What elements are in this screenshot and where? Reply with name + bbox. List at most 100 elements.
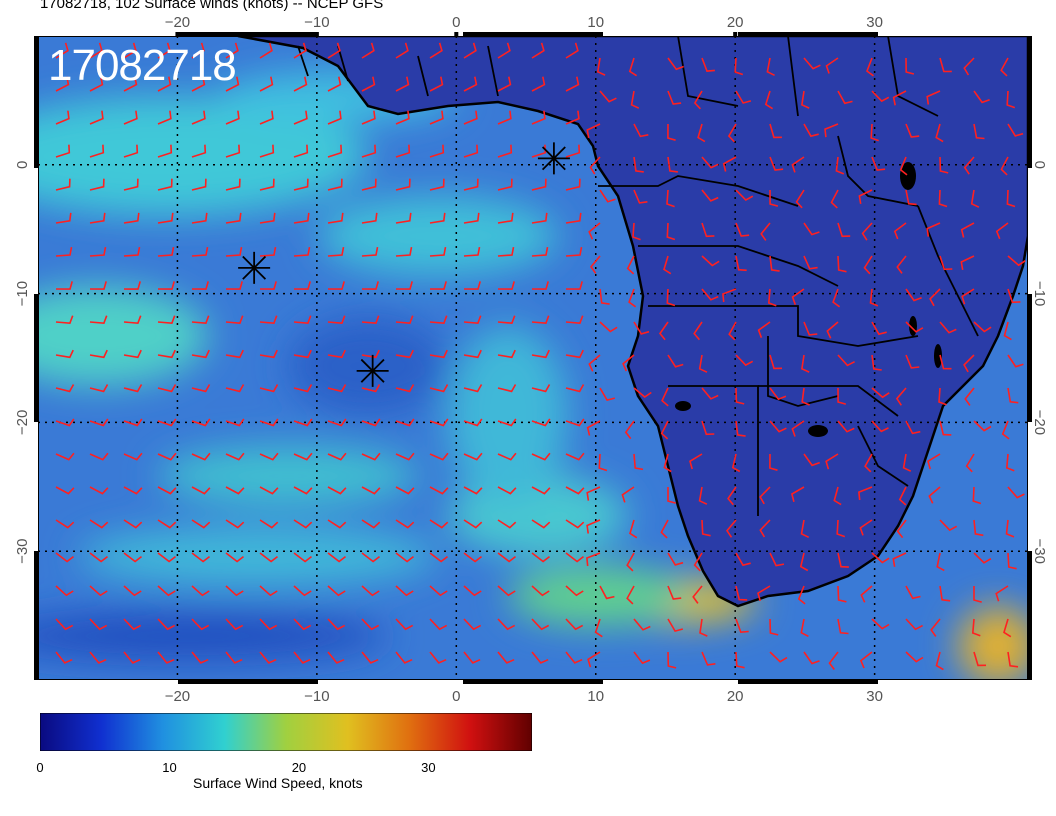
wind-barb	[565, 418, 585, 427]
wind-barb	[123, 418, 143, 427]
lon-tick-label-bottom: 20	[727, 688, 744, 705]
wind-barb	[621, 486, 635, 503]
wind-barb	[929, 288, 941, 307]
wind-barb	[660, 420, 669, 440]
wind-barb	[565, 552, 584, 563]
wind-barb	[896, 519, 907, 539]
wind-barb	[701, 387, 719, 400]
wind-barb	[157, 486, 177, 495]
wind-barb	[728, 321, 737, 341]
wind-barb	[630, 90, 640, 109]
wind-barb	[89, 349, 108, 359]
lon-tick-label-bottom: 30	[866, 688, 883, 705]
wind-barb	[727, 123, 737, 143]
wind-barb	[586, 519, 601, 534]
wind-barb	[973, 420, 992, 432]
wind-barb	[1003, 321, 1012, 341]
wind-barb	[803, 222, 820, 236]
wind-speed-field	[38, 71, 1028, 680]
wind-barb	[55, 618, 74, 631]
wind-barb	[769, 156, 784, 171]
wind-barb	[565, 42, 579, 59]
wind-barb	[429, 144, 445, 158]
wind-barb	[157, 212, 174, 224]
wind-barb	[293, 418, 313, 427]
wind-barb	[89, 585, 108, 597]
wind-barb	[599, 585, 615, 600]
wind-barb	[463, 144, 479, 158]
wind-barb	[658, 321, 669, 341]
wind-barb	[693, 90, 703, 110]
wind-barb	[697, 123, 706, 143]
lon-tick-label-top: −10	[304, 14, 329, 31]
lon-tick-label-top: 10	[587, 14, 604, 31]
wind-barb	[896, 255, 907, 274]
wind-barb	[293, 178, 309, 191]
wind-barb	[902, 453, 912, 472]
wind-barb	[361, 384, 381, 393]
wind-barb	[589, 156, 601, 175]
wind-barb	[259, 315, 278, 325]
wind-barb	[395, 384, 415, 393]
wind-barb	[699, 618, 708, 637]
wind-barb	[797, 585, 806, 605]
wind-barb	[769, 189, 779, 207]
wind-barb	[757, 585, 771, 602]
wind-barb	[361, 519, 381, 529]
wind-barb	[963, 354, 975, 373]
wind-barb	[463, 418, 483, 427]
wind-barb	[735, 585, 748, 601]
wind-barb	[565, 618, 584, 631]
wind-barb	[55, 315, 74, 325]
wind-barb	[905, 618, 923, 631]
wind-barb	[429, 281, 447, 290]
wind-barb	[293, 315, 312, 325]
wind-barb	[722, 288, 737, 303]
wind-barb	[667, 651, 677, 669]
wind-barb	[191, 42, 205, 59]
wind-barb	[531, 212, 548, 224]
wind-barb	[327, 618, 346, 631]
wind-barb	[497, 110, 512, 125]
wind-barb	[395, 315, 414, 325]
wind-barb	[55, 519, 75, 529]
wind-barb	[905, 123, 920, 138]
wind-barb	[633, 651, 651, 665]
wind-barb	[531, 315, 550, 325]
wind-barb	[89, 212, 106, 224]
wind-barb	[463, 110, 478, 125]
wind-barb	[837, 420, 855, 433]
wind-barb	[327, 585, 346, 597]
wind-barb	[361, 110, 376, 125]
wind-barb	[123, 651, 141, 664]
wind-barb	[123, 384, 143, 393]
wind-barb	[361, 178, 377, 191]
wind-barb	[361, 452, 381, 461]
wind-barb	[725, 519, 737, 538]
wind-barb	[395, 585, 414, 597]
wind-barb	[259, 42, 273, 59]
wind-barb	[429, 42, 443, 59]
wind-barb	[960, 222, 975, 238]
wind-barb	[395, 110, 410, 125]
colorbar-tick-label: 10	[162, 760, 177, 775]
wind-barb	[531, 651, 549, 664]
wind-barb	[1000, 57, 1009, 77]
wind-barb	[1007, 255, 1026, 267]
wind-barb	[225, 452, 245, 461]
wind-barb	[837, 354, 855, 367]
wind-barb	[735, 189, 754, 201]
wind-barb	[259, 144, 275, 158]
wind-barb	[123, 144, 139, 158]
wind-barb	[973, 519, 984, 537]
wind-barb	[225, 618, 244, 631]
wind-barb	[497, 178, 513, 191]
wind-barb	[565, 212, 582, 224]
wind-barb	[800, 618, 809, 638]
wind-barb	[1007, 123, 1024, 137]
axis-frame-bar	[34, 36, 38, 168]
wind-barb	[259, 552, 278, 563]
wind-barb	[531, 42, 545, 59]
wind-barb	[259, 281, 277, 290]
wind-barb	[497, 281, 515, 290]
